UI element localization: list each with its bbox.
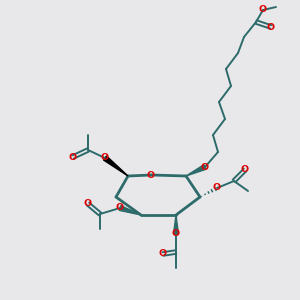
Text: O: O — [116, 203, 124, 212]
Text: O: O — [241, 166, 249, 175]
Text: O: O — [159, 250, 167, 259]
Text: O: O — [101, 154, 109, 163]
Text: O: O — [147, 170, 155, 179]
Polygon shape — [119, 206, 141, 215]
Polygon shape — [173, 215, 178, 234]
Text: O: O — [213, 184, 221, 193]
Text: O: O — [259, 5, 267, 14]
Text: O: O — [267, 22, 275, 32]
Text: O: O — [69, 152, 77, 161]
Polygon shape — [103, 156, 128, 176]
Text: O: O — [172, 230, 180, 238]
Text: O: O — [84, 200, 92, 208]
Polygon shape — [186, 165, 206, 176]
Text: O: O — [201, 163, 209, 172]
